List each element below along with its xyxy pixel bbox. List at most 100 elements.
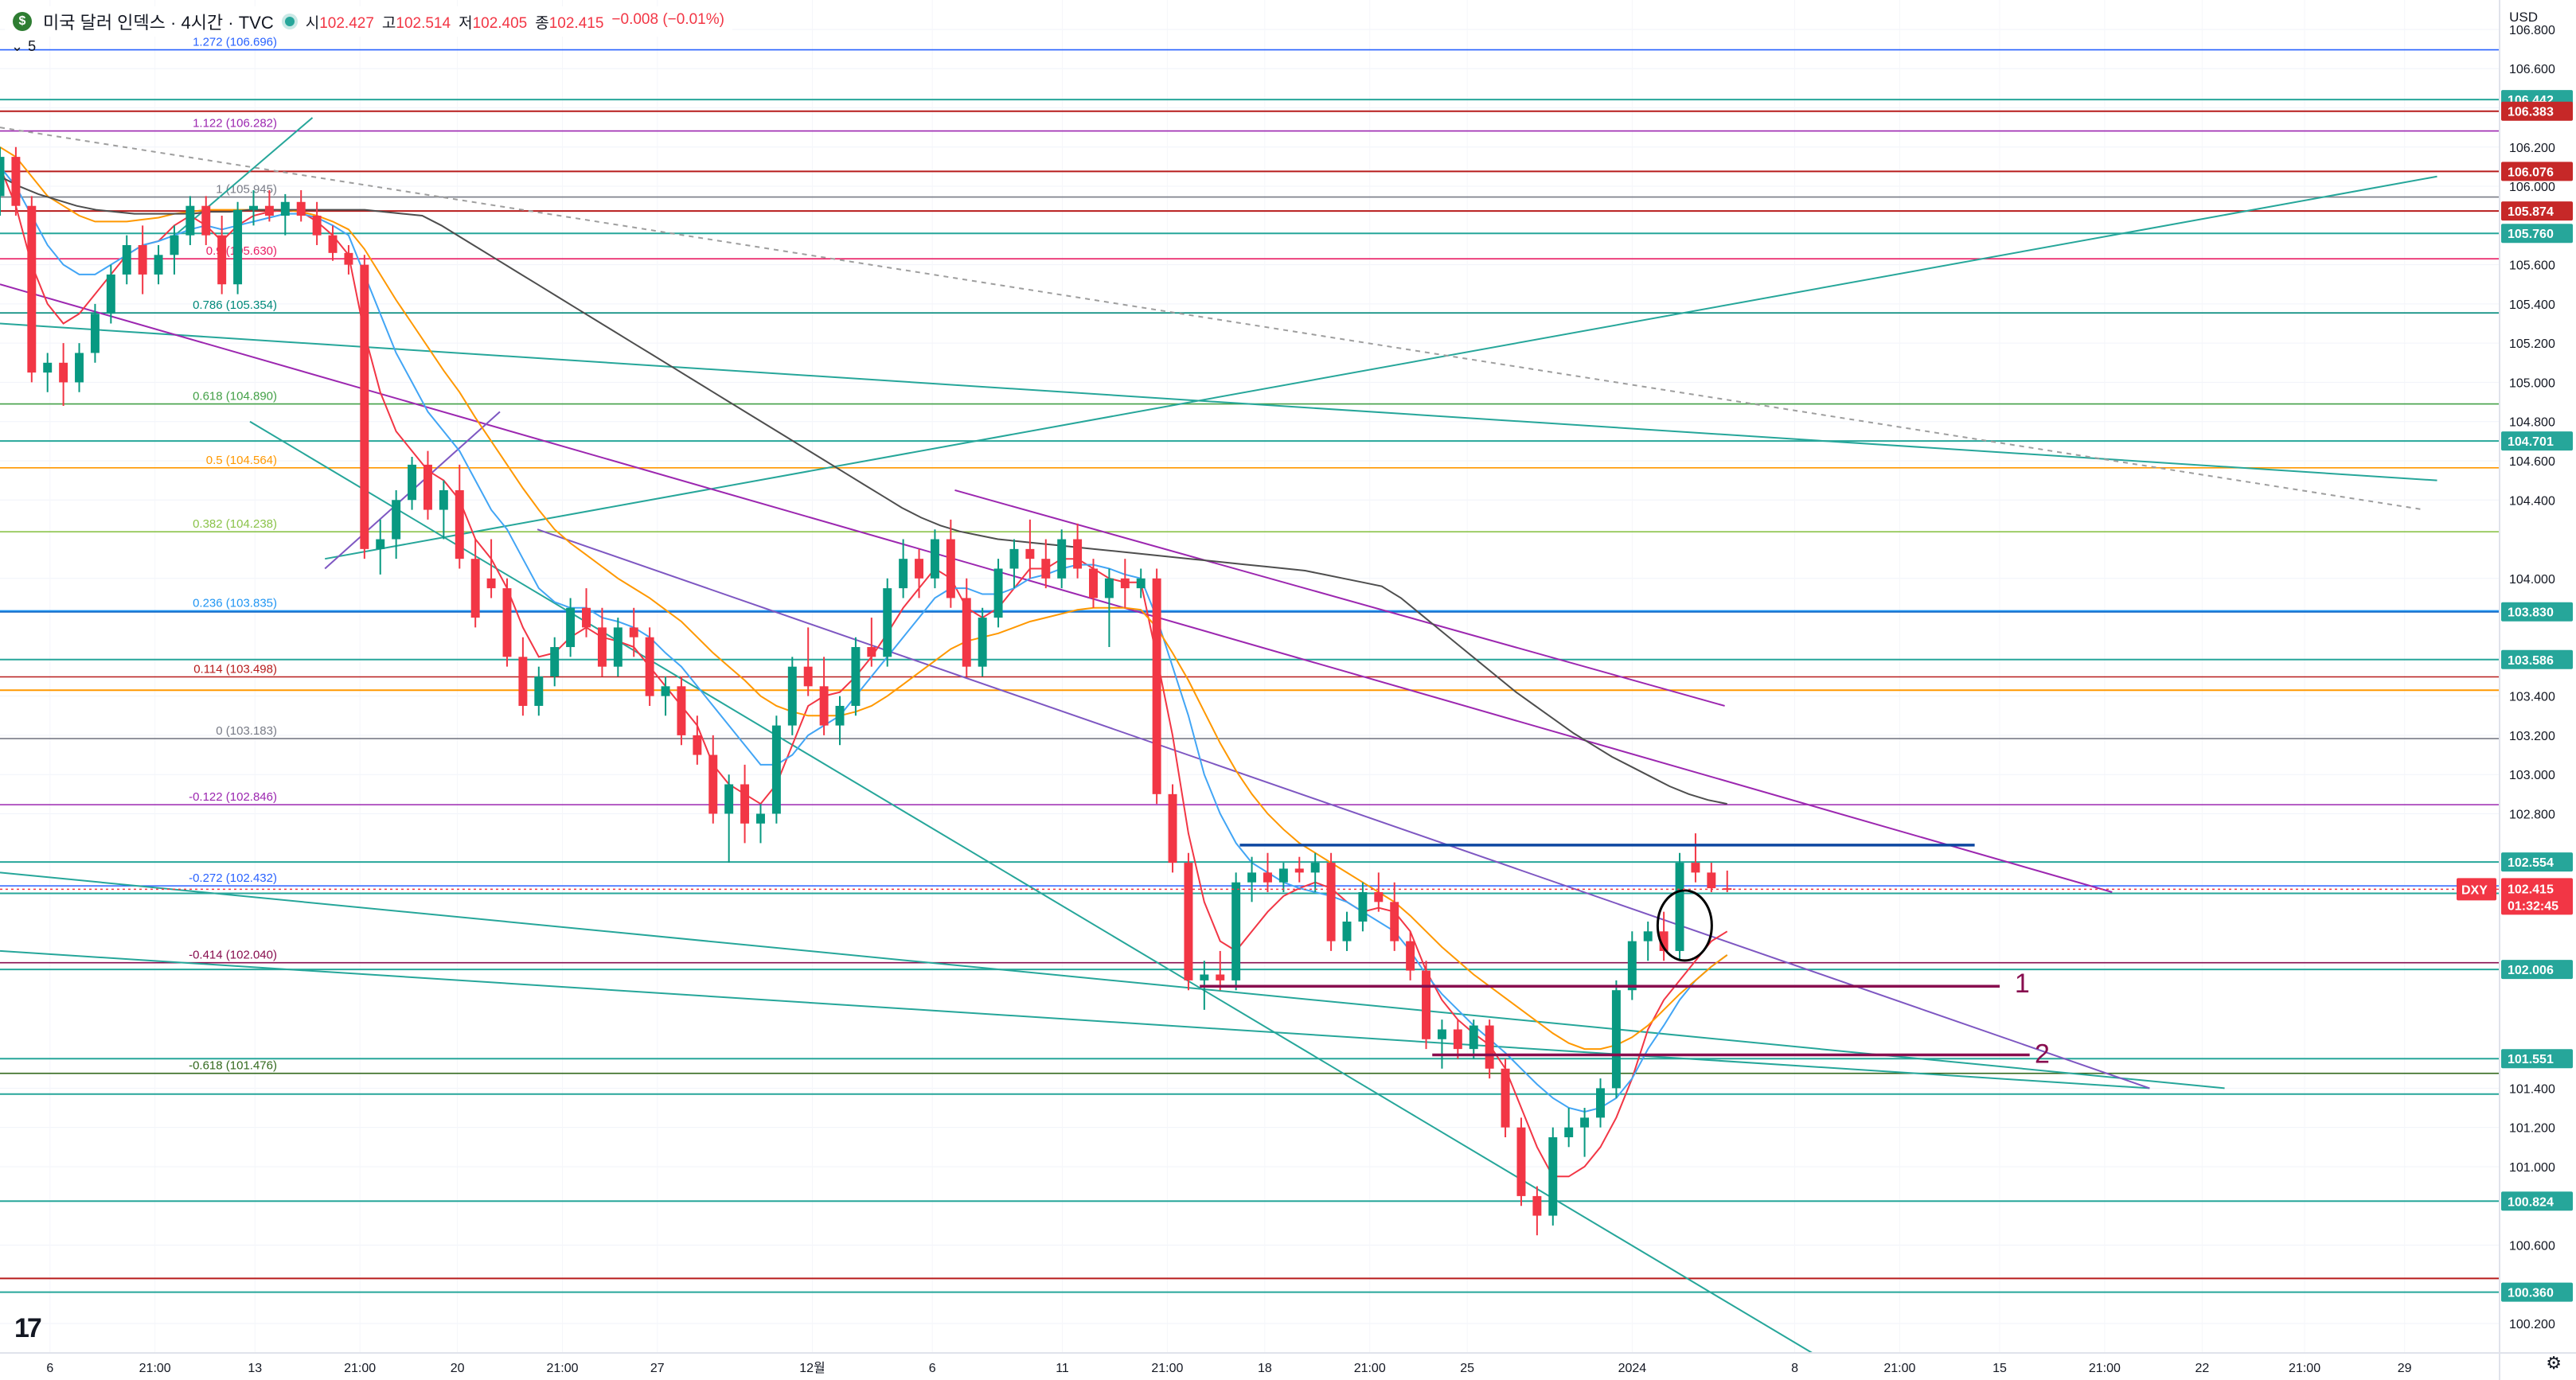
x-tick-label: 21:00 [2089, 1362, 2121, 1375]
symbol-title[interactable]: 미국 달러 인덱스 · 4시간 · TVC [43, 13, 274, 33]
gear-icon[interactable]: ⚙ [2546, 1353, 2562, 1373]
price-tag-label: 100.824 [2508, 1195, 2554, 1209]
candle-body [835, 705, 845, 726]
candle-body [1168, 793, 1177, 863]
x-tick-label: 11 [1056, 1362, 1069, 1375]
candle-body [613, 627, 623, 667]
candle-body [993, 568, 1003, 618]
candle-body [1041, 559, 1051, 579]
y-tick-label: 106.000 [2509, 181, 2555, 194]
chevron-down-icon: ⌄ [11, 38, 24, 54]
candle-body [582, 607, 591, 628]
price-tag-label: 104.701 [2508, 435, 2554, 449]
candle-body [201, 205, 211, 236]
price-tag [2501, 960, 2573, 980]
trend-lines [0, 117, 2437, 1354]
price-tag-label: 105.874 [2508, 205, 2554, 219]
y-tick-label: 104.800 [2509, 416, 2555, 430]
candle-body [392, 500, 401, 540]
candle-body [1453, 1029, 1462, 1050]
candle-body [0, 157, 5, 197]
candle-body [408, 464, 417, 501]
moving-average-line [0, 175, 1727, 805]
candle-body [90, 314, 100, 353]
candle-body [693, 735, 702, 755]
annotation-label: 2 [2035, 1039, 2050, 1070]
highlight-ellipse [1656, 889, 1713, 962]
price-tag [2501, 224, 2573, 244]
candle-body [1643, 931, 1653, 941]
candle-body [1437, 1029, 1446, 1039]
price-tag-label: 106.383 [2508, 106, 2554, 119]
trend-line [954, 489, 1725, 707]
tradingview-logo-icon[interactable]: 17 [14, 1313, 42, 1343]
candle-body [724, 784, 734, 814]
last-price-label: 102.415 [2508, 883, 2554, 896]
fib-label: 1.272 (106.696) [193, 36, 277, 49]
candle-body [1326, 863, 1336, 941]
trend-line [0, 871, 2225, 1090]
candle-body [154, 255, 163, 275]
x-tick-label: 21:00 [2289, 1362, 2320, 1375]
candle-body [899, 559, 908, 589]
candle-body [708, 754, 718, 814]
candle-body [185, 205, 195, 236]
candle-body [43, 362, 53, 373]
countdown-label: 01:32:45 [2508, 899, 2558, 913]
price-tag-label: 105.760 [2508, 228, 2554, 241]
candle-body [645, 637, 654, 696]
candle-body [217, 235, 227, 285]
price-axis[interactable]: 106.800106.600106.400106.200106.000105.6… [2457, 0, 2576, 1380]
time-axis[interactable]: 6 21:00 13 21:00 20 21:00 27 12월 6 11 21:00 18 21:00… [0, 1352, 2576, 1375]
fib-label: 1.122 (106.282) [193, 117, 277, 131]
high-value: 102.514 [396, 14, 451, 32]
currency-label[interactable]: USD [2509, 10, 2538, 25]
x-tick-label: 21:00 [139, 1362, 171, 1375]
trend-line [325, 175, 2437, 560]
y-tick-label: 104.600 [2509, 455, 2555, 469]
candle-body [1310, 863, 1320, 873]
price-tag-label: 102.554 [2508, 856, 2554, 870]
fib-label: 0.618 (104.890) [193, 390, 277, 403]
ohlc-legend: 시102.427 고102.514 저102.405 종102.415 −0.0… [306, 11, 724, 33]
candle-body [1200, 974, 1209, 980]
fib-label: 0.114 (103.498) [193, 662, 277, 676]
candle-body [756, 813, 765, 824]
candle-body [867, 647, 876, 657]
candle-body [1580, 1117, 1590, 1128]
candle-body [1707, 872, 1716, 889]
y-tick-label: 103.200 [2509, 730, 2555, 743]
candle-body [1532, 1195, 1542, 1216]
candle-body [27, 205, 37, 373]
candle-body [518, 657, 528, 706]
candle-body [1406, 941, 1415, 971]
symbol-tag [2457, 878, 2496, 901]
y-tick-label: 101.200 [2509, 1122, 2555, 1136]
fib-label: 0.786 (105.354) [193, 298, 277, 312]
candle-body [344, 252, 353, 265]
price-tag [2501, 1049, 2573, 1069]
price-tag-label: 100.360 [2508, 1287, 2554, 1300]
candle-body [1294, 868, 1304, 873]
price-tag [2501, 201, 2573, 221]
market-status-icon [284, 17, 295, 26]
fib-label: 0.236 (103.835) [193, 596, 277, 610]
open-label: 시 [305, 14, 320, 32]
candle-body [1216, 974, 1225, 980]
candle-body [486, 578, 496, 589]
indicators-collapse-button[interactable]: ⌄ 5 [11, 38, 36, 55]
price-tag-label: 103.586 [2508, 654, 2554, 668]
fib-label: 0.5 (104.564) [206, 454, 277, 467]
open-value: 102.427 [319, 14, 374, 32]
candle-body [1057, 539, 1067, 579]
x-tick-label: 29 [2398, 1362, 2412, 1375]
candle-body [280, 201, 290, 216]
candle-body [1184, 863, 1193, 980]
candle-body [1723, 888, 1732, 891]
candle-body [1675, 863, 1684, 951]
candle-body [1627, 941, 1637, 991]
horizontal-lines [0, 99, 2500, 1293]
candle-body [1104, 578, 1114, 598]
candle-body [1358, 892, 1368, 922]
